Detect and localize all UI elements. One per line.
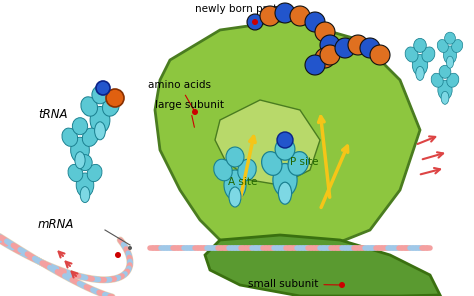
Text: A site: A site — [228, 177, 257, 187]
Text: large subunit: large subunit — [155, 100, 224, 127]
Text: small subunit: small subunit — [248, 279, 339, 289]
Ellipse shape — [71, 137, 90, 163]
Ellipse shape — [262, 152, 282, 175]
Circle shape — [339, 282, 345, 288]
Ellipse shape — [445, 32, 456, 44]
Ellipse shape — [62, 128, 78, 147]
Ellipse shape — [447, 73, 459, 87]
Ellipse shape — [238, 159, 256, 181]
Ellipse shape — [80, 186, 90, 202]
Ellipse shape — [441, 91, 449, 104]
Ellipse shape — [437, 40, 448, 52]
Ellipse shape — [75, 152, 85, 169]
Circle shape — [277, 132, 293, 148]
Circle shape — [360, 38, 380, 58]
Ellipse shape — [273, 163, 297, 197]
Circle shape — [320, 45, 340, 65]
Circle shape — [115, 252, 121, 258]
Circle shape — [315, 48, 335, 68]
Ellipse shape — [229, 187, 241, 207]
Circle shape — [96, 81, 110, 95]
Ellipse shape — [447, 56, 454, 68]
Ellipse shape — [439, 65, 451, 78]
Ellipse shape — [78, 155, 92, 170]
Ellipse shape — [81, 97, 98, 116]
Text: mRNA: mRNA — [38, 218, 74, 231]
Text: P site: P site — [290, 157, 319, 167]
Circle shape — [128, 246, 132, 250]
Ellipse shape — [288, 152, 309, 175]
Circle shape — [260, 6, 280, 26]
Ellipse shape — [95, 122, 105, 140]
Circle shape — [192, 109, 198, 115]
Ellipse shape — [224, 170, 246, 200]
Circle shape — [305, 55, 325, 75]
Ellipse shape — [82, 128, 98, 147]
Circle shape — [106, 89, 124, 107]
Ellipse shape — [68, 164, 83, 182]
Ellipse shape — [452, 40, 463, 52]
Circle shape — [247, 14, 263, 30]
Text: newly born protein: newly born protein — [195, 4, 293, 20]
Text: tRNA: tRNA — [38, 108, 67, 121]
Ellipse shape — [414, 38, 426, 52]
Circle shape — [252, 19, 258, 25]
Ellipse shape — [102, 97, 119, 116]
Circle shape — [335, 38, 355, 58]
Ellipse shape — [438, 80, 452, 100]
Ellipse shape — [76, 173, 94, 197]
Circle shape — [275, 3, 295, 23]
Polygon shape — [205, 235, 440, 296]
Ellipse shape — [443, 46, 456, 64]
Ellipse shape — [422, 47, 435, 62]
Ellipse shape — [87, 164, 102, 182]
Ellipse shape — [92, 86, 108, 104]
Ellipse shape — [275, 138, 295, 160]
Circle shape — [320, 35, 340, 55]
Ellipse shape — [226, 147, 244, 167]
Circle shape — [370, 45, 390, 65]
Ellipse shape — [73, 118, 88, 135]
Ellipse shape — [90, 107, 110, 133]
Text: amino acids: amino acids — [148, 80, 211, 110]
Ellipse shape — [278, 182, 292, 204]
Circle shape — [305, 12, 325, 32]
Ellipse shape — [405, 47, 418, 62]
Circle shape — [348, 35, 368, 55]
Ellipse shape — [214, 159, 232, 181]
Polygon shape — [215, 100, 320, 185]
Ellipse shape — [431, 73, 443, 87]
Circle shape — [290, 6, 310, 26]
Polygon shape — [155, 20, 420, 260]
Ellipse shape — [412, 54, 428, 75]
Ellipse shape — [416, 66, 424, 81]
Circle shape — [315, 22, 335, 42]
